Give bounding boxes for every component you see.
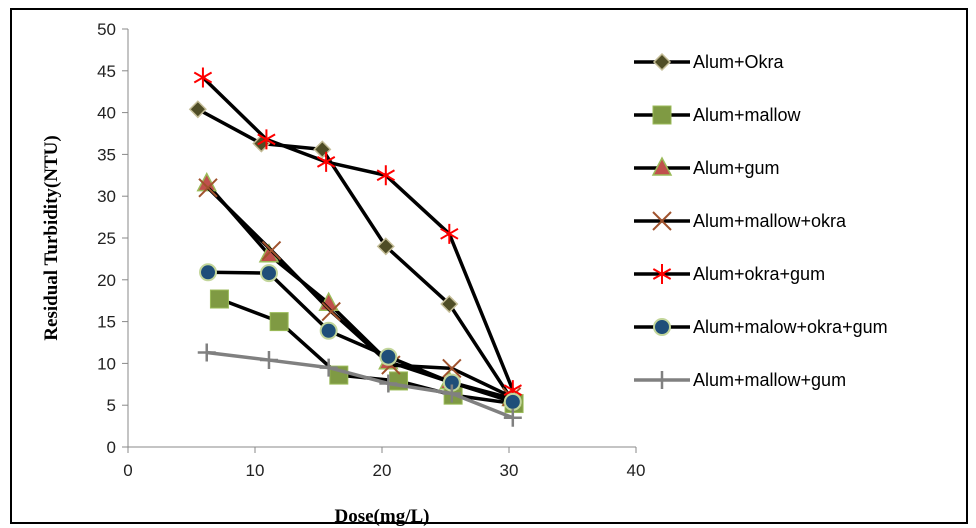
data-point [442,358,462,379]
data-point [442,384,461,403]
legend-marker [652,105,672,125]
data-point [376,237,395,256]
series-line [201,76,515,391]
legend-label: Alum+Okra [693,52,785,72]
series-line [206,350,514,420]
legend-marker [652,264,672,284]
data-point [319,321,338,340]
data-point [261,240,282,261]
data-point [503,380,522,401]
y-tick-label: 10 [97,354,116,373]
data-point [199,263,218,282]
y-tick-label: 30 [97,187,116,206]
series-layer [188,67,524,427]
data-point [379,347,398,366]
y-tick-label: 45 [97,62,116,81]
y-axis-title: Residual Turbidity(NTU) [41,135,62,340]
x-tick-label: 10 [246,461,265,480]
legend-entry: Alum+gum [634,156,780,178]
legend-entry: Alum+okra+gum [634,264,825,284]
legend-marker [653,318,671,336]
legend-label: Alum+mallow+gum [693,370,846,390]
data-point [259,351,278,370]
y-tick-label: 40 [97,104,116,123]
series-line [197,107,514,401]
data-point [440,223,459,244]
data-point [316,151,336,172]
legend-label: Alum+okra+gum [693,264,825,284]
y-tick-label: 20 [97,271,116,290]
legend-label: Alum+mallow+okra [693,211,847,231]
y-tick-label: 35 [97,145,116,164]
y-tick-label: 0 [107,438,116,457]
data-point [319,358,338,377]
x-tick-label: 40 [627,461,646,480]
x-tick-label: 30 [500,461,519,480]
data-point [503,392,522,411]
x-tick-label: 20 [373,461,392,480]
x-axis-title: Dose(mg/L) [335,506,430,527]
y-axis-ticks: 0 5 10 15 20 25 30 35 40 45 50 [97,20,128,457]
legend-label: Alum+gum [693,158,780,178]
legend-label: Alum+malow+okra+gum [693,317,888,337]
legend-entry: Alum+mallow+okra [634,211,847,231]
legend-marker [652,52,672,72]
legend-entry: Alum+Okra [634,52,785,72]
data-point [188,100,207,119]
data-point [379,374,398,393]
data-point [440,294,459,314]
data-point [259,264,278,283]
legend-label: Alum+mallow [693,105,802,125]
legend-marker [652,211,672,231]
series-line [206,186,513,399]
data-point [376,165,395,186]
data-point [209,289,229,309]
series-7 [197,343,522,427]
series-6 [199,263,522,411]
data-point [269,312,289,332]
y-tick-label: 5 [107,396,116,415]
series-1 [188,100,521,409]
legend-entry: Alum+malow+okra+gum [634,317,888,337]
x-tick-label: 0 [123,461,132,480]
legend: Alum+Okra Alum+mallow Alum+gum Alum+mallow+… [634,52,888,390]
data-point [198,178,218,198]
y-tick-label: 25 [97,229,116,248]
data-point [503,408,522,427]
y-tick-label: 50 [97,20,116,39]
data-point [257,129,276,150]
series-5 [193,67,522,401]
data-point [197,343,216,362]
data-point [321,301,341,322]
x-axis-ticks: 0 10 20 30 40 [123,447,645,480]
legend-marker [653,371,671,389]
chart-frame [10,8,968,524]
legend-entry: Alum+mallow [634,105,802,125]
series-line [205,182,512,401]
plot-area: 0 5 10 15 20 25 30 35 40 45 50 0 10 20 30 40 [97,20,645,480]
data-point [193,67,213,88]
series-2 [209,289,524,414]
legend-entry: Alum+mallow+gum [634,370,846,390]
legend-marker [651,156,673,176]
series-line [207,270,514,404]
y-tick-label: 15 [97,313,116,332]
